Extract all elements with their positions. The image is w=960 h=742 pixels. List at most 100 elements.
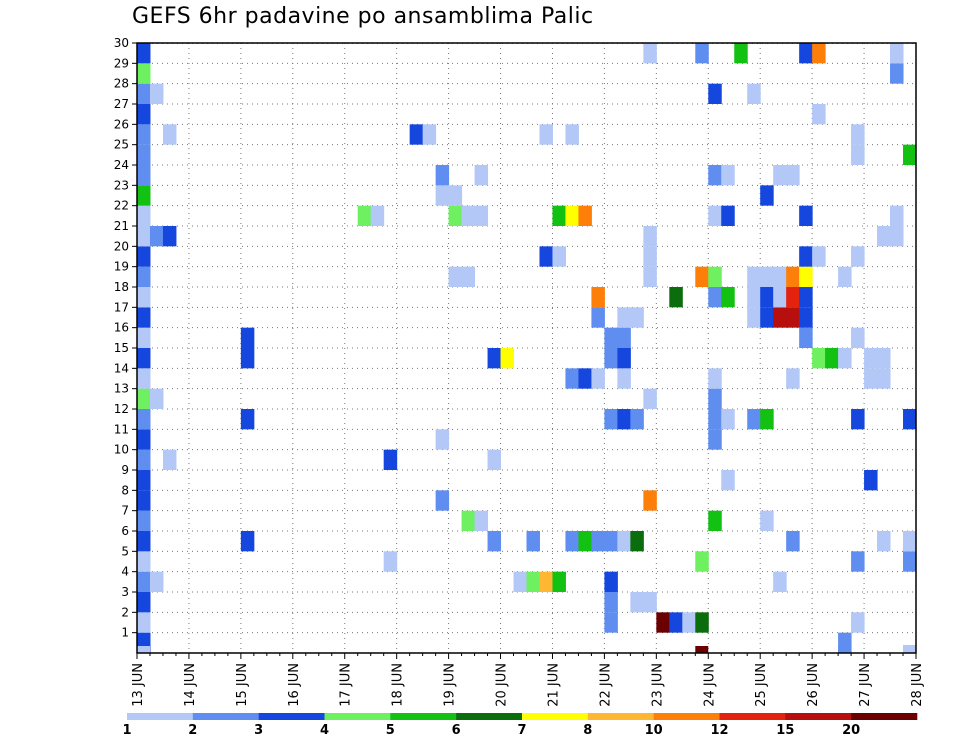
colorbar-label: 8 — [583, 723, 592, 738]
data-cell — [474, 165, 489, 186]
colorbar-swatch — [851, 713, 918, 720]
data-cell — [162, 449, 177, 470]
data-cell — [643, 226, 657, 247]
data-cell — [851, 612, 865, 633]
data-cell — [708, 409, 722, 430]
data-cell — [760, 307, 774, 328]
colorbar-label: 6 — [452, 723, 461, 738]
data-cell — [838, 348, 852, 369]
data-cell — [643, 490, 657, 511]
data-cell — [786, 307, 800, 328]
data-cell — [539, 571, 553, 592]
x-tick-label: 25 JUN — [754, 663, 769, 707]
data-cell — [591, 307, 605, 328]
data-cell — [760, 510, 774, 531]
data-cell — [435, 165, 450, 186]
data-cell — [708, 83, 722, 104]
data-cell — [890, 63, 904, 84]
y-tick-label: 28 — [114, 77, 129, 91]
data-cell — [656, 612, 670, 633]
colorbar-label: 15 — [776, 723, 794, 738]
colorbar-swatch — [587, 713, 654, 720]
y-tick-label: 21 — [114, 219, 129, 233]
data-cell — [786, 531, 800, 552]
data-cell — [137, 63, 151, 84]
data-cell — [760, 266, 774, 287]
data-cell — [786, 368, 800, 389]
colorbar-label: 3 — [254, 723, 263, 738]
x-tick-label: 23 JUN — [650, 663, 665, 707]
data-cell — [851, 327, 865, 348]
data-cell — [137, 83, 151, 104]
data-cell — [500, 348, 515, 369]
data-cell — [604, 348, 618, 369]
data-cell — [773, 571, 787, 592]
data-cell — [149, 226, 164, 247]
data-cell — [851, 144, 865, 165]
y-tick-label: 23 — [114, 178, 129, 192]
data-cell — [137, 165, 151, 186]
data-cell — [162, 124, 177, 145]
colorbar-swatch — [192, 713, 259, 720]
x-tick-label: 17 JUN — [339, 663, 354, 707]
y-tick-label: 24 — [114, 158, 129, 172]
data-cell — [137, 226, 151, 247]
colorbar-swatch — [456, 713, 523, 720]
colorbar-label: 1 — [122, 723, 131, 738]
data-cell — [137, 531, 151, 552]
data-cell — [448, 266, 463, 287]
data-cell — [539, 124, 553, 145]
data-cell — [487, 531, 502, 552]
data-cell — [812, 246, 826, 267]
y-tick-label: 22 — [114, 199, 129, 213]
data-cell — [721, 165, 735, 186]
data-cell — [383, 449, 398, 470]
data-cell — [760, 185, 774, 206]
data-cell — [786, 287, 800, 308]
data-cell — [812, 348, 826, 369]
y-tick-label: 26 — [114, 117, 129, 131]
data-cell — [695, 551, 709, 572]
data-cell — [617, 307, 631, 328]
data-cell — [890, 43, 904, 64]
data-cell — [149, 388, 164, 409]
data-cell — [240, 409, 255, 430]
y-tick-label: 2 — [121, 605, 129, 619]
y-tick-label: 4 — [121, 565, 129, 579]
data-cell — [604, 612, 618, 633]
data-cell — [643, 246, 657, 267]
data-cell — [617, 409, 631, 430]
data-cell — [137, 449, 151, 470]
bottom-mark — [695, 646, 709, 653]
data-cell — [552, 246, 566, 267]
data-cell — [422, 124, 437, 145]
data-cell — [838, 266, 852, 287]
data-cell — [799, 246, 813, 267]
data-cell — [747, 83, 761, 104]
data-cell — [137, 43, 151, 64]
data-cell — [877, 531, 891, 552]
data-cell — [669, 287, 683, 308]
data-cell — [799, 43, 813, 64]
data-cell — [799, 266, 813, 287]
y-tick-label: 1 — [121, 626, 129, 640]
data-cell — [149, 83, 164, 104]
colorbar-swatch — [258, 713, 325, 720]
data-cell — [487, 449, 502, 470]
y-tick-label: 17 — [114, 300, 129, 314]
data-cell — [617, 368, 631, 389]
data-cell — [137, 388, 151, 409]
data-cell — [786, 266, 800, 287]
data-cell — [604, 571, 618, 592]
y-tick-label: 12 — [114, 402, 129, 416]
data-cell — [149, 571, 164, 592]
colorbar-swatch — [522, 713, 589, 720]
colorbar-swatch — [324, 713, 391, 720]
data-cell — [137, 124, 151, 145]
y-tick-label: 19 — [114, 260, 129, 274]
data-cell — [903, 144, 917, 165]
data-cell — [240, 531, 255, 552]
data-cell — [526, 531, 540, 552]
x-tick-label: 22 JUN — [598, 663, 613, 707]
